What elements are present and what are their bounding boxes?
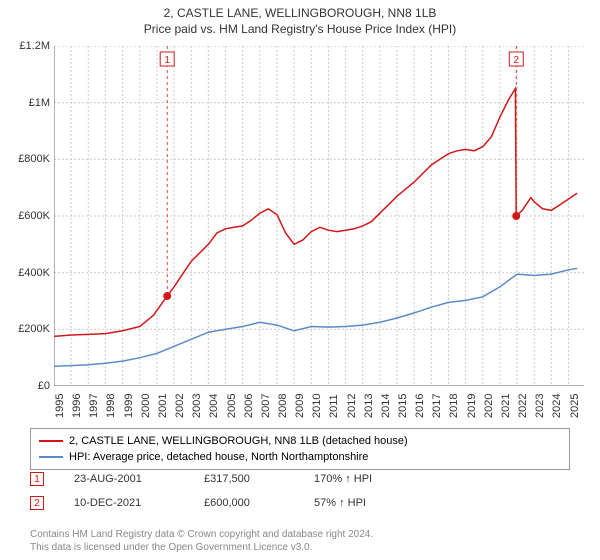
x-tick-label: 1996 bbox=[71, 394, 83, 418]
x-tick-label: 2013 bbox=[363, 394, 375, 418]
y-tick-label: £200K bbox=[18, 323, 50, 335]
x-tick-label: 2022 bbox=[517, 394, 529, 418]
x-tick-label: 2018 bbox=[448, 394, 460, 418]
marker-badge-1: 1 bbox=[30, 472, 44, 486]
x-tick-label: 2019 bbox=[466, 394, 478, 418]
y-tick-label: £400K bbox=[18, 267, 50, 279]
legend-label-1: 2, CASTLE LANE, WELLINGBOROUGH, NN8 1LB … bbox=[69, 435, 408, 447]
x-tick-label: 2001 bbox=[157, 394, 169, 418]
legend-swatch-2 bbox=[39, 456, 63, 458]
x-tick-label: 2017 bbox=[431, 394, 443, 418]
x-tick-label: 2020 bbox=[483, 394, 495, 418]
x-tick-label: 2012 bbox=[346, 394, 358, 418]
marker-badge-2: 2 bbox=[30, 496, 44, 510]
x-tick-label: 2004 bbox=[208, 394, 220, 418]
x-tick-label: 2014 bbox=[380, 394, 392, 418]
transaction-price-1: £317,500 bbox=[204, 473, 284, 485]
legend-label-2: HPI: Average price, detached house, Nort… bbox=[69, 451, 368, 463]
x-tick-label: 2024 bbox=[551, 394, 563, 418]
x-tick-label: 2006 bbox=[243, 394, 255, 418]
y-tick-label: £800K bbox=[18, 153, 50, 165]
transaction-date-2: 10-DEC-2021 bbox=[74, 497, 174, 509]
y-tick-label: £1M bbox=[29, 97, 50, 109]
plot-area: 12 bbox=[54, 46, 584, 386]
footer-line-2: This data is licensed under the Open Gov… bbox=[30, 541, 373, 554]
transaction-row-2: 2 10-DEC-2021 £600,000 57% ↑ HPI bbox=[30, 496, 570, 510]
subtitle: Price paid vs. HM Land Registry's House … bbox=[0, 22, 600, 36]
legend-swatch-1 bbox=[39, 440, 63, 442]
y-tick-label: £1.2M bbox=[19, 40, 50, 52]
x-tick-label: 2008 bbox=[277, 394, 289, 418]
x-axis: 1995 1996 1997 1998 1999 2000 2001 2002 2003 2004… bbox=[54, 390, 584, 430]
legend: 2, CASTLE LANE, WELLINGBOROUGH, NN8 1LB … bbox=[30, 428, 570, 470]
transaction-hpi-2: 57% ↑ HPI bbox=[314, 497, 366, 509]
x-tick-label: 2011 bbox=[328, 394, 340, 418]
transaction-hpi-1: 170% ↑ HPI bbox=[314, 473, 372, 485]
x-tick-label: 2000 bbox=[140, 394, 152, 418]
x-tick-label: 2009 bbox=[294, 394, 306, 418]
x-tick-label: 1998 bbox=[105, 394, 117, 418]
legend-row-1: 2, CASTLE LANE, WELLINGBOROUGH, NN8 1LB … bbox=[39, 433, 561, 449]
y-tick-label: £600K bbox=[18, 210, 50, 222]
y-tick-label: £0 bbox=[38, 380, 50, 392]
chart-svg: 12 bbox=[54, 46, 584, 386]
title-block: 2, CASTLE LANE, WELLINGBOROUGH, NN8 1LB … bbox=[0, 0, 600, 36]
x-tick-label: 2015 bbox=[397, 394, 409, 418]
x-tick-label: 2003 bbox=[191, 394, 203, 418]
svg-text:1: 1 bbox=[164, 55, 170, 66]
chart-container: 2, CASTLE LANE, WELLINGBOROUGH, NN8 1LB … bbox=[0, 0, 600, 560]
transaction-row-1: 1 23-AUG-2001 £317,500 170% ↑ HPI bbox=[30, 472, 570, 486]
footer: Contains HM Land Registry data © Crown c… bbox=[30, 528, 373, 554]
x-tick-label: 2021 bbox=[500, 394, 512, 418]
x-tick-label: 2023 bbox=[534, 394, 546, 418]
x-tick-label: 1997 bbox=[88, 394, 100, 418]
y-axis: £0£200K£400K£600K£800K£1M£1.2M bbox=[8, 46, 52, 386]
x-tick-label: 1999 bbox=[123, 394, 135, 418]
transaction-date-1: 23-AUG-2001 bbox=[74, 473, 174, 485]
x-tick-label: 2025 bbox=[569, 394, 581, 418]
x-tick-label: 2005 bbox=[226, 394, 238, 418]
footer-line-1: Contains HM Land Registry data © Crown c… bbox=[30, 528, 373, 541]
transaction-price-2: £600,000 bbox=[204, 497, 284, 509]
x-tick-label: 2010 bbox=[311, 394, 323, 418]
address-title: 2, CASTLE LANE, WELLINGBOROUGH, NN8 1LB bbox=[0, 6, 600, 20]
x-tick-label: 1995 bbox=[54, 394, 66, 418]
x-tick-label: 2007 bbox=[260, 394, 272, 418]
x-tick-label: 2002 bbox=[174, 394, 186, 418]
x-tick-label: 2016 bbox=[414, 394, 426, 418]
legend-row-2: HPI: Average price, detached house, Nort… bbox=[39, 449, 561, 465]
svg-text:2: 2 bbox=[513, 55, 519, 66]
